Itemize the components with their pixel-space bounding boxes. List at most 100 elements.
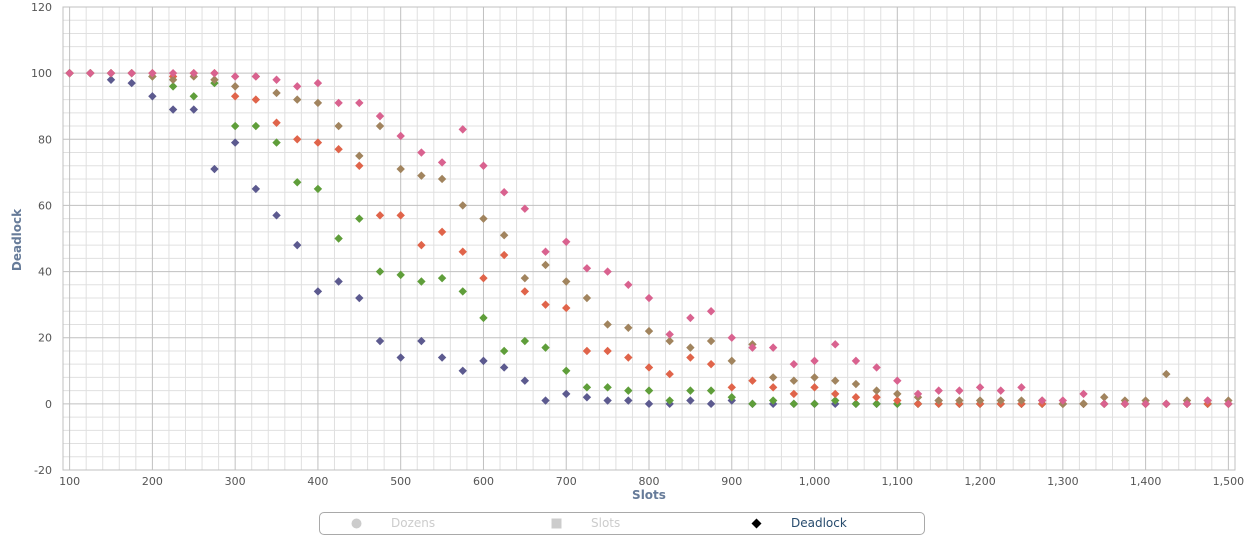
data-point[interactable] xyxy=(562,389,571,399)
data-point[interactable] xyxy=(458,125,467,134)
data-point[interactable] xyxy=(458,287,467,296)
data-point[interactable] xyxy=(706,307,716,316)
data-point[interactable] xyxy=(1058,396,1068,405)
data-point[interactable] xyxy=(272,211,281,220)
data-point[interactable] xyxy=(334,277,343,286)
data-point[interactable] xyxy=(272,88,281,98)
data-point[interactable] xyxy=(644,363,654,372)
data-point[interactable] xyxy=(562,303,571,313)
data-point[interactable] xyxy=(955,386,964,395)
data-point[interactable] xyxy=(417,148,426,157)
data-point[interactable] xyxy=(706,386,716,395)
data-point[interactable] xyxy=(1100,399,1109,409)
data-point[interactable] xyxy=(789,389,799,399)
data-point[interactable] xyxy=(499,250,509,260)
data-point[interactable] xyxy=(355,293,364,303)
data-point[interactable] xyxy=(479,313,488,323)
data-point[interactable] xyxy=(872,393,881,402)
data-point[interactable] xyxy=(479,161,488,170)
data-point[interactable] xyxy=(831,340,840,349)
data-point[interactable] xyxy=(251,95,261,104)
data-point[interactable] xyxy=(789,399,799,409)
data-point[interactable] xyxy=(334,234,343,243)
data-point[interactable] xyxy=(624,323,633,332)
data-point[interactable] xyxy=(727,383,736,392)
data-point[interactable] xyxy=(375,111,385,121)
data-point[interactable] xyxy=(355,151,364,161)
data-point[interactable] xyxy=(603,383,612,392)
data-point[interactable] xyxy=(375,336,385,346)
data-point[interactable] xyxy=(810,356,819,366)
data-point[interactable] xyxy=(499,230,509,240)
data-point[interactable] xyxy=(189,105,198,114)
data-point[interactable] xyxy=(293,240,302,250)
data-point[interactable] xyxy=(396,164,405,174)
data-point[interactable] xyxy=(396,131,405,141)
data-point[interactable] xyxy=(665,330,674,339)
data-point[interactable] xyxy=(831,396,840,405)
data-point[interactable] xyxy=(727,393,736,402)
data-point[interactable] xyxy=(148,68,157,78)
data-point[interactable] xyxy=(872,363,881,372)
data-point[interactable] xyxy=(644,399,654,409)
data-point[interactable] xyxy=(768,396,778,405)
data-point[interactable] xyxy=(65,68,74,78)
data-points[interactable] xyxy=(65,68,1233,409)
data-point[interactable] xyxy=(1120,399,1130,409)
data-point[interactable] xyxy=(437,174,447,184)
data-point[interactable] xyxy=(582,383,592,392)
data-point[interactable] xyxy=(168,75,178,84)
data-point[interactable] xyxy=(934,396,943,405)
data-point[interactable] xyxy=(996,386,1005,395)
data-point[interactable] xyxy=(313,287,323,296)
data-point[interactable] xyxy=(748,399,757,409)
data-point[interactable] xyxy=(1141,399,1150,409)
data-point[interactable] xyxy=(375,267,385,276)
data-point[interactable] xyxy=(520,273,530,283)
data-point[interactable] xyxy=(541,260,550,270)
data-point[interactable] xyxy=(686,396,695,405)
data-point[interactable] xyxy=(768,383,778,392)
data-point[interactable] xyxy=(313,98,323,108)
data-point[interactable] xyxy=(437,158,447,167)
data-point[interactable] xyxy=(975,383,985,392)
data-point[interactable] xyxy=(355,161,364,170)
data-point[interactable] xyxy=(230,82,240,91)
data-point[interactable] xyxy=(499,363,509,372)
data-point[interactable] xyxy=(375,211,385,220)
data-point[interactable] xyxy=(810,373,819,382)
data-point[interactable] xyxy=(251,72,261,81)
data-point[interactable] xyxy=(851,399,861,409)
data-point[interactable] xyxy=(789,376,799,385)
data-point[interactable] xyxy=(458,201,467,210)
data-point[interactable] xyxy=(603,396,612,405)
data-point[interactable] xyxy=(230,92,240,101)
data-point[interactable] xyxy=(665,396,674,405)
data-point[interactable] xyxy=(334,121,343,131)
data-point[interactable] xyxy=(644,386,654,395)
data-point[interactable] xyxy=(1079,399,1088,409)
data-point[interactable] xyxy=(831,376,840,385)
data-point[interactable] xyxy=(1037,396,1047,405)
data-point[interactable] xyxy=(251,121,261,131)
data-point[interactable] xyxy=(831,389,840,399)
data-point[interactable] xyxy=(272,138,281,147)
data-point[interactable] xyxy=(417,336,426,346)
data-point[interactable] xyxy=(437,273,447,283)
data-point[interactable] xyxy=(396,270,405,280)
data-point[interactable] xyxy=(1182,399,1192,409)
data-point[interactable] xyxy=(541,300,550,309)
data-point[interactable] xyxy=(541,343,550,352)
data-point[interactable] xyxy=(334,145,343,154)
data-point[interactable] xyxy=(458,247,467,256)
data-point[interactable] xyxy=(189,92,198,101)
data-point[interactable] xyxy=(582,346,592,356)
data-point[interactable] xyxy=(706,336,716,346)
data-point[interactable] xyxy=(562,366,571,375)
data-point[interactable] xyxy=(893,396,902,405)
data-point[interactable] xyxy=(686,386,695,395)
data-point[interactable] xyxy=(768,343,778,352)
data-point[interactable] xyxy=(810,399,819,409)
data-point[interactable] xyxy=(768,373,778,382)
data-point[interactable] xyxy=(355,214,364,223)
